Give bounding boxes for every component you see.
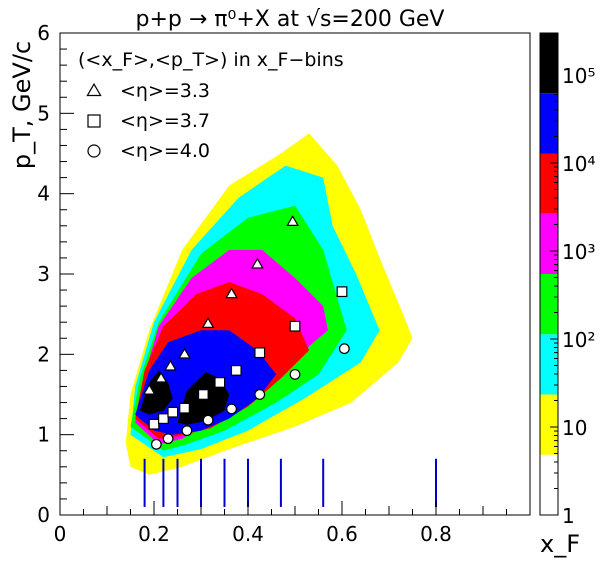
axes: 0 0.2 0.4 0.6 0.8 0 1 2 3 4 5 6 <box>37 21 531 546</box>
data-markers <box>142 215 350 450</box>
colorbar-segment <box>540 334 558 395</box>
marker-circle <box>254 389 266 400</box>
y-tick-label: 1 <box>37 423 50 447</box>
marker-square <box>197 389 209 400</box>
marker-triangle <box>201 317 215 329</box>
marker-circle <box>226 403 237 415</box>
colorbar-segment <box>540 454 558 515</box>
marker-circle <box>181 425 193 437</box>
colorbar-tick-label: 10⁴ <box>562 152 595 176</box>
marker-square <box>179 402 190 414</box>
y-tick-label: 5 <box>37 101 50 125</box>
marker-circle <box>338 343 350 355</box>
legend-marker-square <box>87 114 101 128</box>
legend-entry-label: <η>=3.3 <box>120 80 210 102</box>
marker-circle <box>289 369 301 380</box>
marker-circle <box>150 438 162 450</box>
marker-square <box>254 347 266 359</box>
marker-circle <box>162 433 174 445</box>
colorbar: 1 10 10² 10³ 10⁴ 10⁵ <box>539 32 595 528</box>
colorbar-segment <box>540 93 558 154</box>
colorbar-tick-label: 10³ <box>562 240 595 264</box>
x-tick-label: 0 <box>54 522 67 546</box>
marker-circle <box>202 414 214 426</box>
marker-square <box>167 406 179 418</box>
colorbar-segment <box>540 153 558 214</box>
marker-square <box>214 377 226 388</box>
colorbar-tick-label: 10⁵ <box>562 64 595 88</box>
density-contours <box>125 133 413 475</box>
marker-triangle <box>286 215 299 226</box>
y-axis-label: p_T, GeV/c <box>8 41 36 169</box>
y-tick-label: 3 <box>37 262 50 286</box>
colorbar-segment <box>540 274 558 335</box>
y-tick-label: 0 <box>37 503 50 527</box>
marker-square <box>148 418 160 430</box>
colorbar-tick-label: 1 <box>562 504 575 528</box>
marker-triangle <box>178 347 191 359</box>
y-tick-label: 4 <box>37 182 50 206</box>
marker-square <box>158 413 169 424</box>
marker-square <box>289 320 301 332</box>
legend-entry-label: <η>=3.7 <box>120 110 210 132</box>
legend-marker-triangle <box>86 82 102 97</box>
marker-triangle <box>142 383 156 395</box>
colorbar-segment <box>540 33 558 94</box>
marker-square <box>230 365 242 376</box>
legend-entry-label: <η>=4.0 <box>120 140 210 162</box>
x-axis-label: x_F <box>540 530 580 558</box>
y-tick-label: 6 <box>37 21 50 45</box>
y-tick-label: 2 <box>37 342 50 366</box>
chart-title: p+p → π⁰+X at √s=200 GeV <box>136 7 445 32</box>
legend: (<x_F>,<p_T>) in x_F−bins <η>=3.3 <η>=3.7… <box>78 49 344 162</box>
marker-triangle <box>164 359 177 371</box>
x-tick-label: 0.6 <box>326 522 358 546</box>
x-tick-label: 0.2 <box>138 522 170 546</box>
x-tick-label: 0.8 <box>420 522 452 546</box>
colorbar-tick-label: 10 <box>562 416 587 440</box>
legend-marker-circle <box>87 144 101 158</box>
colorbar-segment <box>540 213 558 274</box>
colorbar-tick-label: 10² <box>562 328 595 352</box>
xf-bin-edges <box>143 458 437 507</box>
colorbar-segment <box>540 394 558 455</box>
marker-triangle <box>251 257 264 269</box>
colorbar-frame <box>539 32 559 516</box>
x-tick-label: 0.4 <box>232 522 264 546</box>
legend-title: (<x_F>,<p_T>) in x_F−bins <box>78 49 344 71</box>
marker-triangle <box>154 371 168 383</box>
marker-triangle <box>225 287 238 299</box>
marker-square <box>336 286 348 298</box>
